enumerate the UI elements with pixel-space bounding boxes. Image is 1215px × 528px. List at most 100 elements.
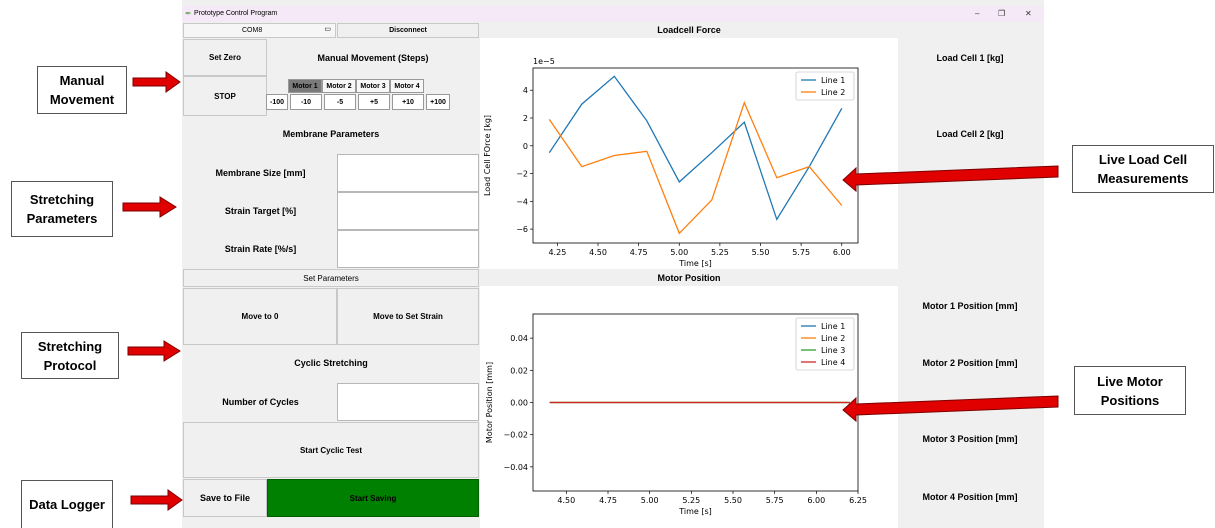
load-cell-1-label: Load Cell 1 [kg] — [936, 53, 1004, 63]
y-tick-label-2: 0.00 — [510, 399, 528, 408]
arrow-params-icon — [122, 196, 177, 218]
manual-movement-title: Manual Movement (Steps) — [317, 53, 429, 63]
set-zero-button[interactable]: Set Zero — [183, 39, 267, 76]
x-tick-label-5: 5.75 — [766, 496, 784, 505]
legend-entry-1: Line 1 — [821, 76, 845, 85]
y-tick-label-2: −2 — [516, 170, 528, 179]
step-minus-100-button[interactable]: -100 — [266, 94, 288, 110]
loadcell-chart: 4.25 4.50 4.75 5.00 5.25 5.50 5.75 6.00 −6 −4 −2 0 2… — [483, 57, 859, 268]
strain-rate-label: Strain Rate [%/s] — [224, 244, 297, 254]
y-tick-label-0: −6 — [516, 225, 528, 234]
tab-motor-2[interactable]: Motor 2 — [322, 79, 356, 93]
motor-chart-panel: 4.50 4.75 5.00 5.25 5.50 5.75 6.00 6.25 −0.04 −0.… — [480, 286, 898, 528]
x-tick-label-1: 4.50 — [589, 248, 607, 257]
membrane-size-input[interactable] — [337, 154, 479, 192]
motor-3-position-label: Motor 3 Position [mm] — [922, 434, 1018, 444]
minimize-icon[interactable]: – — [975, 9, 980, 18]
y-tick-label-1: −0.02 — [503, 431, 528, 440]
y-tick-label-3: 0 — [523, 142, 528, 151]
y-scale-label: 1e−5 — [533, 57, 555, 66]
y-axis-label: Load Cell FOrce [kg] — [483, 115, 492, 196]
motor-chart: 4.50 4.75 5.00 5.25 5.50 5.75 6.00 6.25 −0.04 −0.… — [485, 313, 867, 516]
step-minus-10-button[interactable]: -10 — [290, 94, 322, 110]
strain-target-input[interactable] — [337, 192, 479, 230]
x-axis-label: Time [s] — [678, 259, 712, 268]
legend-entry-2: Line 2 — [821, 334, 845, 343]
arrow-logger-icon — [130, 489, 183, 511]
callout-stretching-protocol: Stretching Protocol — [21, 332, 119, 379]
port-select[interactable]: COM8 ▭ — [183, 23, 336, 38]
loadcell-chart-title: Loadcell Force — [657, 25, 721, 35]
legend-entry-4: Line 4 — [821, 358, 845, 367]
tab-motor-1[interactable]: Motor 1 — [288, 79, 322, 93]
port-value: COM8 — [242, 27, 263, 34]
set-parameters-button[interactable]: Set Parameters — [183, 269, 479, 287]
series-line-2 — [548, 100, 843, 235]
x-tick-label-4: 5.25 — [711, 248, 729, 257]
move-to-zero-button[interactable]: Move to 0 — [183, 288, 337, 345]
motor-2-position-label: Motor 2 Position [mm] — [922, 358, 1018, 368]
arrow-protocol-icon — [127, 340, 181, 362]
strain-target-label: Strain Target [%] — [224, 206, 297, 216]
step-plus-5-button[interactable]: +5 — [358, 94, 390, 110]
tab-motor-4[interactable]: Motor 4 — [390, 79, 424, 93]
title-bar: ✒ Prototype Control Program – ❐ ✕ — [182, 6, 1044, 22]
close-icon[interactable]: ✕ — [1025, 9, 1032, 18]
arrow-manual-icon — [132, 71, 181, 93]
step-minus-5-button[interactable]: -5 — [324, 94, 356, 110]
step-plus-10-button[interactable]: +10 — [392, 94, 424, 110]
motor-1-position-label: Motor 1 Position [mm] — [922, 301, 1018, 311]
x-tick-label-2: 4.75 — [630, 248, 648, 257]
loadcell-chart-panel: 4.25 4.50 4.75 5.00 5.25 5.50 5.75 6.00 −6 −4 −2 0 2… — [480, 38, 898, 269]
membrane-parameters-title: Membrane Parameters — [282, 129, 380, 139]
membrane-size-label: Membrane Size [mm] — [215, 168, 306, 178]
x-tick-label-6: 6.00 — [807, 496, 825, 505]
window-title: Prototype Control Program — [194, 10, 278, 17]
save-to-file-button[interactable]: Save to File — [183, 479, 267, 517]
x-axis-label: Time [s] — [678, 507, 712, 516]
x-tick-label-2: 5.00 — [641, 496, 659, 505]
motor-4-position-label: Motor 4 Position [mm] — [922, 492, 1018, 502]
y-tick-label-4: 2 — [523, 114, 528, 123]
callout-stretching-parameters: Stretching Parameters — [11, 181, 113, 237]
x-tick-label-7: 6.25 — [849, 496, 867, 505]
arrow-motor-icon — [842, 395, 1059, 423]
motor-chart-title: Motor Position — [657, 273, 721, 283]
x-tick-label-4: 5.50 — [724, 496, 742, 505]
tab-motor-3[interactable]: Motor 3 — [356, 79, 390, 93]
arrow-load-icon — [842, 165, 1059, 193]
disconnect-button[interactable]: Disconnect — [337, 23, 479, 38]
number-of-cycles-label: Number of Cycles — [222, 397, 299, 407]
y-tick-label-1: −4 — [516, 197, 528, 206]
x-tick-label-6: 5.75 — [792, 248, 810, 257]
dropdown-icon: ▭ — [324, 26, 331, 33]
start-saving-button[interactable]: Start Saving — [267, 479, 479, 517]
number-of-cycles-input[interactable] — [337, 383, 479, 421]
load-cell-2-label: Load Cell 2 [kg] — [936, 129, 1004, 139]
start-cyclic-test-button[interactable]: Start Cyclic Test — [183, 422, 479, 478]
y-tick-label-3: 0.02 — [510, 366, 528, 375]
legend-entry-2: Line 2 — [821, 88, 845, 97]
step-plus-100-button[interactable]: +100 — [426, 94, 450, 110]
legend-box — [795, 71, 855, 101]
move-to-set-strain-button[interactable]: Move to Set Strain — [337, 288, 479, 345]
y-tick-label-0: −0.04 — [503, 463, 528, 472]
legend-entry-1: Line 1 — [821, 322, 845, 331]
x-tick-label-3: 5.25 — [682, 496, 700, 505]
x-tick-label-7: 6.00 — [833, 248, 851, 257]
strain-rate-input[interactable] — [337, 230, 479, 268]
x-tick-label-1: 4.75 — [599, 496, 617, 505]
y-tick-label-4: 0.04 — [510, 334, 528, 343]
legend-box — [795, 317, 855, 371]
x-tick-label-0: 4.50 — [557, 496, 575, 505]
callout-data-logger: Data Logger — [21, 480, 113, 528]
app-window: ✒ Prototype Control Program – ❐ ✕ COM8 ▭… — [182, 0, 1044, 528]
callout-live-motor-positions: Live Motor Positions — [1074, 366, 1186, 415]
feather-icon: ✒ — [185, 9, 192, 18]
maximize-icon[interactable]: ❐ — [998, 9, 1006, 18]
x-tick-label-0: 4.25 — [548, 248, 566, 257]
y-axis-label: Motor Position [mm] — [485, 362, 494, 443]
x-tick-label-5: 5.50 — [752, 248, 770, 257]
y-tick-label-5: 4 — [523, 86, 528, 95]
